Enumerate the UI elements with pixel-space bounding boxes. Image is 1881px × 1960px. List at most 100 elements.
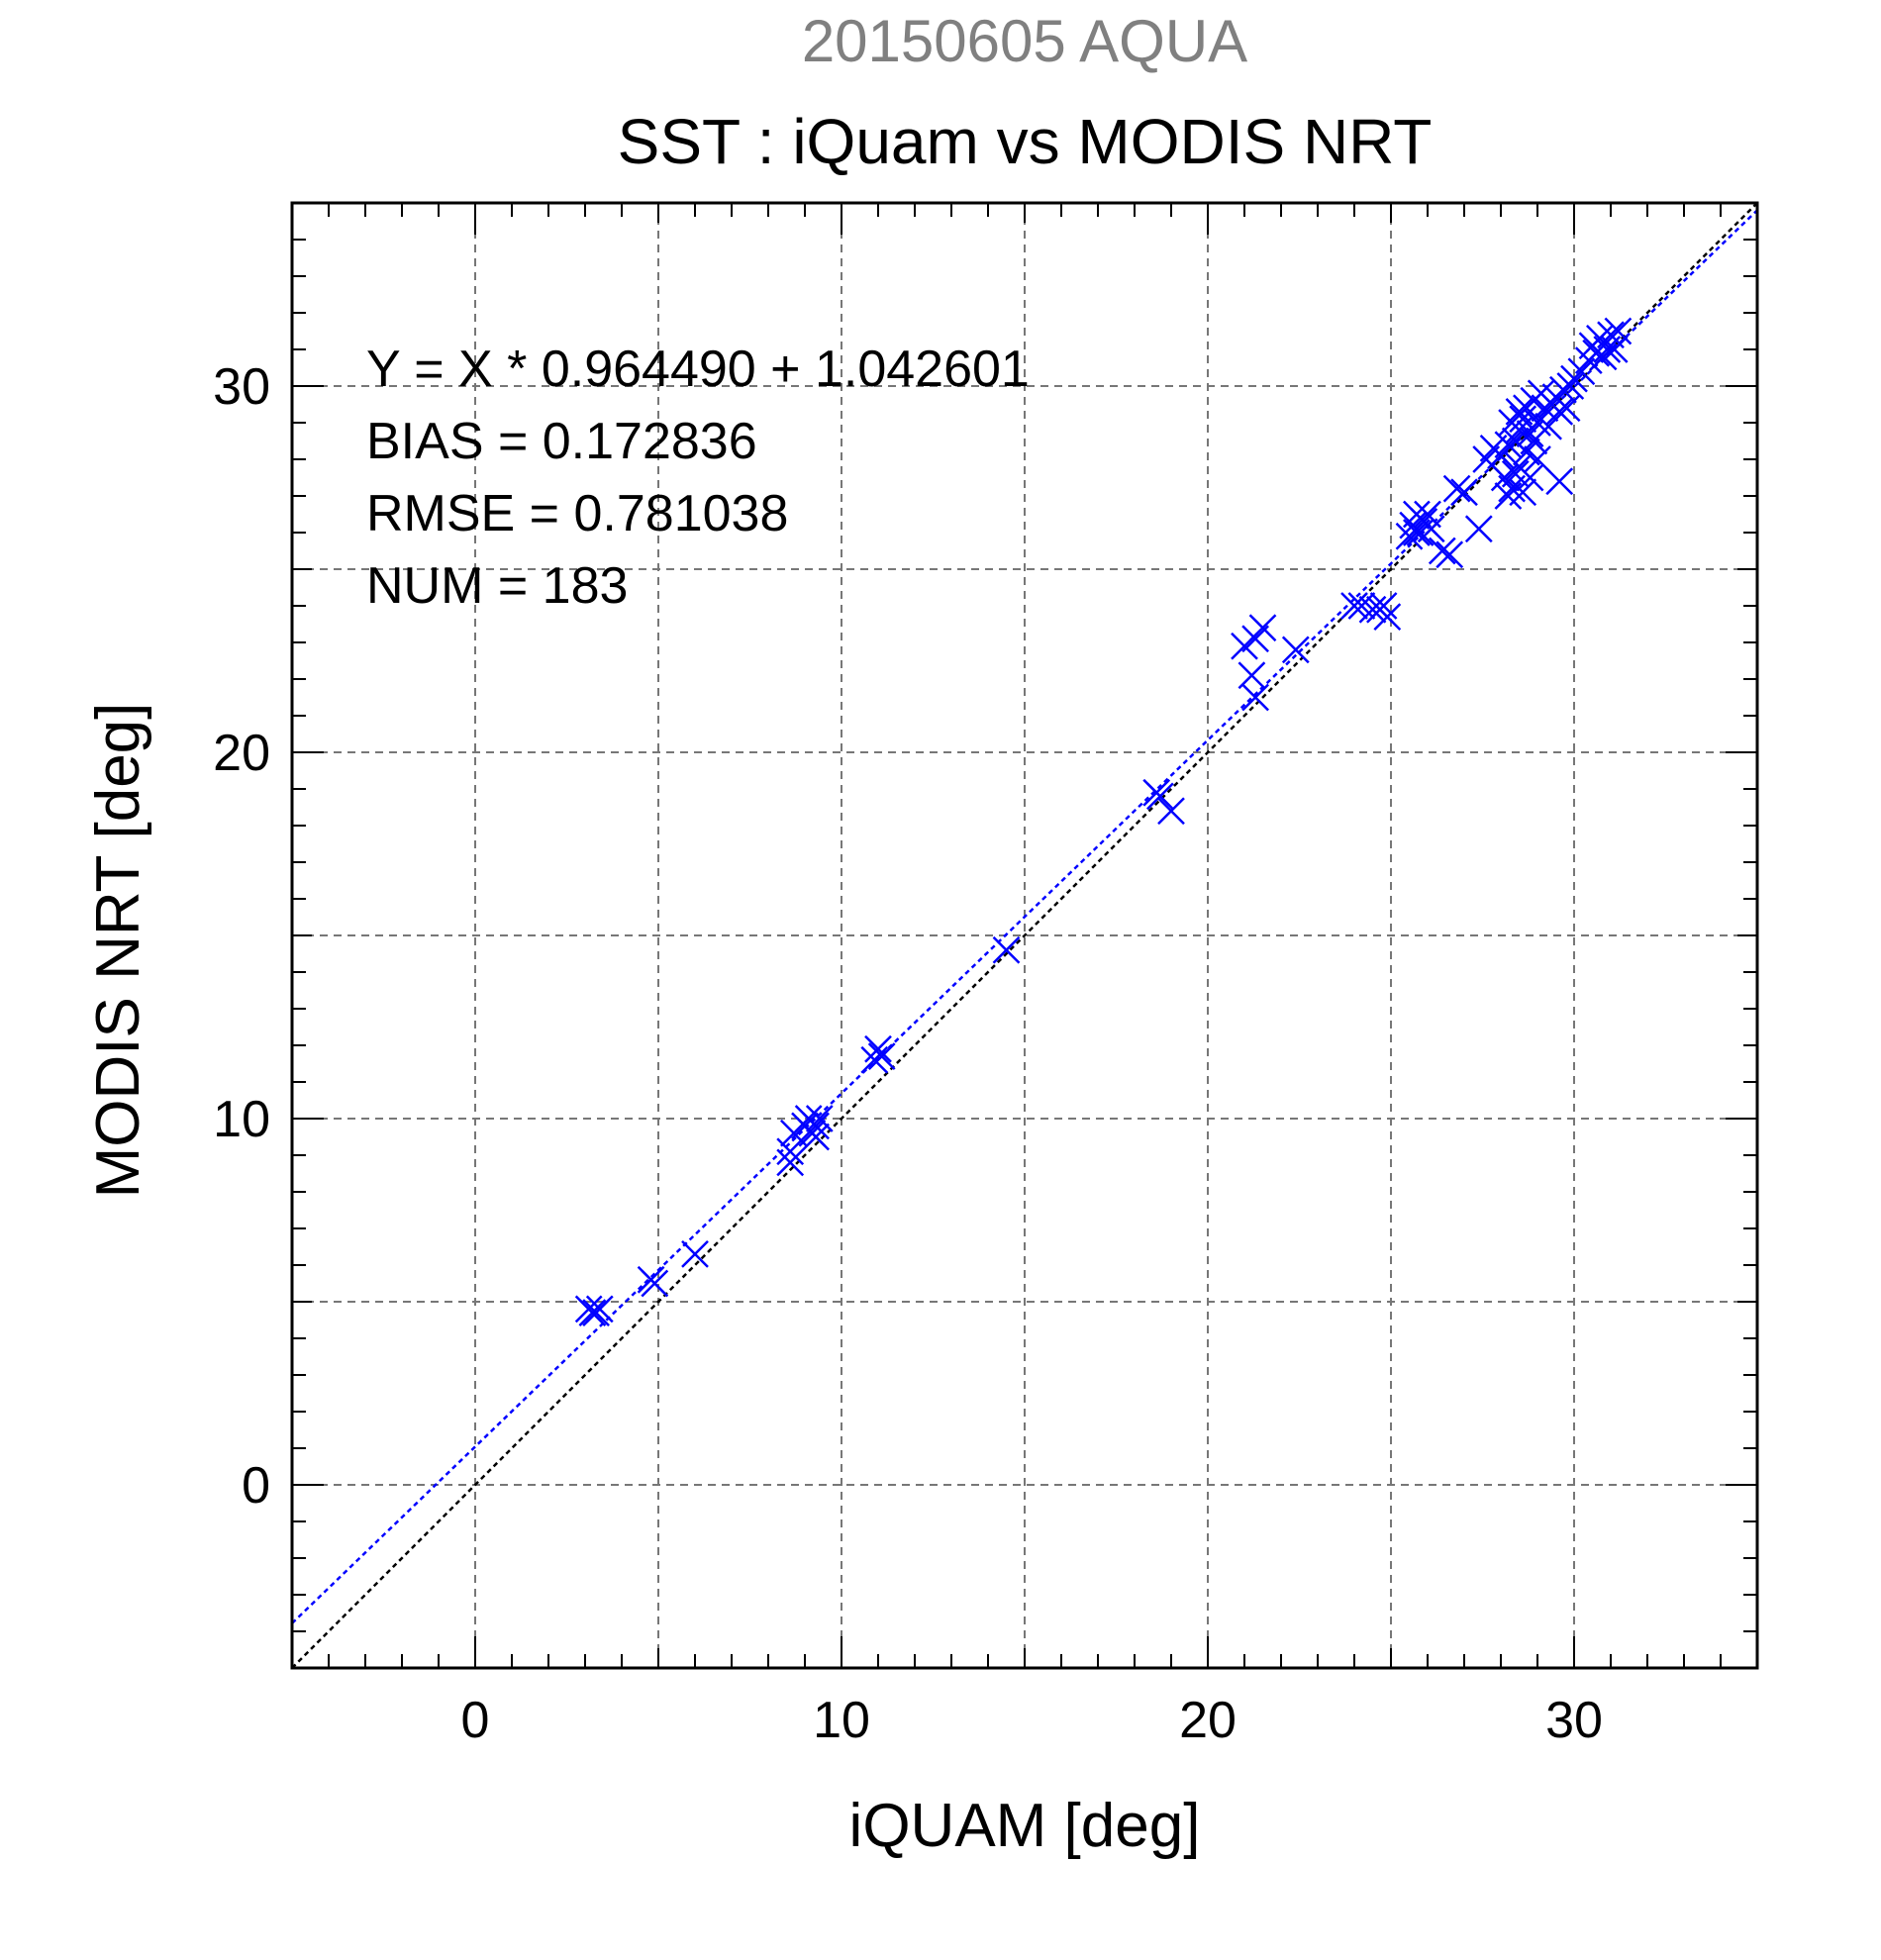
grid-lines: [292, 203, 1757, 1668]
data-point: [585, 1295, 614, 1323]
y-axis-label: MODIS NRT [deg]: [84, 703, 152, 1199]
x-axis-label: iQUAM [deg]: [849, 1792, 1201, 1860]
data-point-stroke: [1403, 519, 1431, 546]
data-point-stroke: [1505, 398, 1534, 426]
tick-labels: 0 10 20 30 0 10 20 30: [213, 358, 1603, 1749]
data-point: [1600, 336, 1629, 363]
data-point-stroke: [1340, 592, 1368, 620]
data-point: [1545, 467, 1574, 496]
chart-title: 20150605 AQUA: [802, 8, 1247, 74]
data-point: [1520, 427, 1548, 455]
data-point-stroke: [1509, 478, 1537, 507]
data-point-stroke: [1406, 519, 1435, 546]
data-point: [1281, 636, 1310, 664]
stats-rmse: RMSE = 0.781038: [366, 485, 788, 542]
data-point-stroke: [1586, 325, 1614, 352]
data-point-stroke: [1520, 427, 1548, 455]
data-point-stroke: [1524, 445, 1551, 473]
chart-subtitle: SST : iQuam vs MODIS NRT: [618, 106, 1433, 177]
data-point-stroke: [1146, 782, 1174, 811]
data-point-stroke: [1597, 321, 1625, 349]
data-point-stroke: [641, 1269, 669, 1298]
data-point-stroke: [1157, 797, 1185, 826]
data-point-stroke: [1509, 405, 1537, 434]
data-point: [805, 1105, 834, 1132]
data-points: [574, 317, 1633, 1326]
x-tick-label: 20: [1179, 1692, 1237, 1749]
data-point-stroke: [1600, 336, 1629, 363]
x-tick-label: 30: [1545, 1692, 1603, 1749]
data-point: [776, 1137, 805, 1166]
data-point: [1509, 478, 1537, 507]
y-tick-label: 10: [213, 1091, 270, 1148]
data-point-stroke: [992, 935, 1021, 964]
data-point-stroke: [1281, 636, 1310, 664]
data-point-stroke: [1501, 459, 1530, 488]
x-tick-label: 10: [813, 1692, 870, 1749]
data-point-stroke: [1248, 614, 1277, 642]
data-point-stroke: [1241, 683, 1269, 712]
data-point-stroke: [585, 1295, 614, 1323]
data-point: [1442, 474, 1471, 503]
data-point-stroke: [776, 1148, 805, 1177]
data-point: [1524, 409, 1551, 437]
data-point-stroke: [1436, 540, 1464, 569]
y-tick-label: 30: [213, 358, 270, 416]
data-point-stroke: [1490, 463, 1519, 492]
stats-fit-equation: Y = X * 0.964490 + 1.042601: [366, 341, 1030, 398]
data-point: [1248, 614, 1277, 642]
data-point-stroke: [1516, 463, 1544, 492]
y-tick-label: 20: [213, 725, 270, 782]
data-point: [1524, 445, 1551, 473]
data-point-stroke: [1347, 592, 1376, 620]
data-point: [1146, 782, 1174, 811]
data-point-stroke: [1545, 467, 1574, 496]
data-point: [1428, 537, 1456, 565]
identity-line: [291, 202, 1758, 1669]
data-point: [864, 1034, 892, 1063]
y-tick-label: 0: [242, 1457, 270, 1515]
data-point-stroke: [1524, 409, 1551, 437]
data-point: [1157, 797, 1185, 826]
data-point: [1406, 519, 1435, 546]
data-point: [1241, 683, 1269, 712]
data-point: [1436, 540, 1464, 569]
data-point-stroke: [1442, 474, 1471, 503]
data-point-stroke: [1369, 592, 1398, 620]
data-point-stroke: [1450, 478, 1478, 507]
data-point: [1358, 595, 1387, 624]
data-point-stroke: [578, 1299, 607, 1326]
data-point-stroke: [867, 1042, 896, 1070]
data-point: [1340, 592, 1368, 620]
data-point-stroke: [802, 1123, 830, 1151]
data-point: [1556, 372, 1585, 400]
data-point-stroke: [681, 1240, 709, 1268]
reference-lines: [291, 202, 1758, 1669]
data-point: [578, 1299, 607, 1326]
axis-ticks: [291, 202, 1758, 1669]
data-point-stroke: [1552, 394, 1581, 423]
data-point-stroke: [1556, 372, 1585, 400]
data-point: [776, 1148, 805, 1177]
data-point-stroke: [1358, 595, 1387, 624]
data-point: [641, 1269, 669, 1298]
data-point-stroke: [1545, 398, 1574, 426]
data-point: [992, 935, 1021, 964]
data-point-stroke: [1373, 603, 1402, 631]
stats-bias: BIAS = 0.172836: [366, 413, 757, 470]
data-point-stroke: [1414, 500, 1441, 529]
data-point: [1347, 592, 1376, 620]
data-point: [1505, 398, 1534, 426]
data-point: [802, 1123, 830, 1151]
fit-line: [291, 209, 1758, 1624]
data-point-stroke: [1428, 537, 1456, 565]
x-tick-label: 0: [461, 1692, 490, 1749]
data-point: [867, 1042, 896, 1070]
data-point-stroke: [1604, 317, 1633, 345]
data-point-stroke: [1464, 515, 1493, 543]
data-point-stroke: [805, 1105, 834, 1132]
data-point: [681, 1240, 709, 1268]
data-point: [1516, 463, 1544, 492]
data-point-stroke: [860, 1045, 889, 1074]
